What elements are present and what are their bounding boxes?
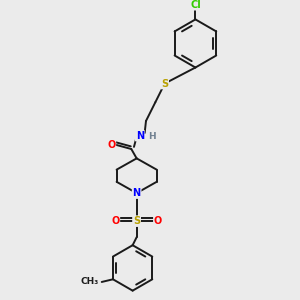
Text: O: O (107, 140, 116, 150)
Text: N: N (136, 131, 144, 141)
Text: N: N (133, 188, 141, 198)
Text: H: H (148, 133, 156, 142)
Text: O: O (111, 216, 119, 226)
Text: Cl: Cl (190, 0, 201, 10)
Text: S: S (161, 79, 168, 88)
Text: CH₃: CH₃ (80, 278, 98, 286)
Text: O: O (154, 216, 162, 226)
Text: S: S (133, 216, 140, 226)
